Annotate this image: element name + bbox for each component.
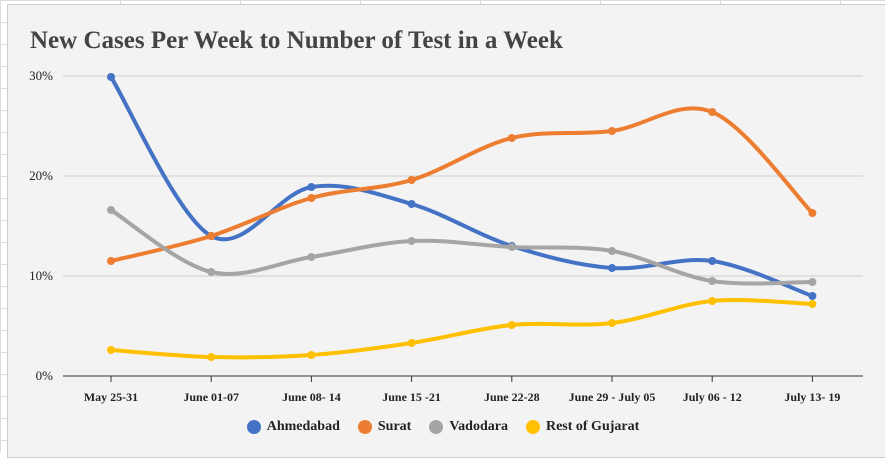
legend-marker-icon xyxy=(429,420,444,434)
legend-item[interactable]: Surat xyxy=(357,419,412,435)
chart-container: New Cases Per Week to Number of Test in … xyxy=(7,4,885,458)
legend-item[interactable]: Vadodara xyxy=(429,419,508,435)
data-point xyxy=(307,253,316,261)
data-point xyxy=(407,339,416,347)
x-tick-label: May 25-31 xyxy=(84,390,138,404)
data-point xyxy=(207,353,216,361)
legend: Ahmedabad Surat Vadodara Rest of Gujarat xyxy=(8,419,878,435)
data-point xyxy=(708,277,717,285)
data-point xyxy=(407,176,416,184)
data-point xyxy=(107,73,115,81)
series-line-vadodara xyxy=(109,208,813,286)
x-tick-label: June 15 -21 xyxy=(382,390,441,404)
data-point xyxy=(808,209,817,217)
data-point xyxy=(608,127,616,135)
y-tick-label: 10% xyxy=(29,268,53,283)
x-tick-label: July 13- 19 xyxy=(784,390,840,404)
legend-label: Surat xyxy=(377,419,412,434)
data-point xyxy=(708,108,717,116)
data-point xyxy=(608,319,616,327)
data-point xyxy=(307,351,316,359)
data-point xyxy=(407,237,416,245)
legend-marker-icon xyxy=(246,420,261,434)
legend-item[interactable]: Rest of Gujarat xyxy=(525,419,640,435)
data-point xyxy=(107,346,115,354)
legend-marker-icon xyxy=(525,420,540,434)
legend-item[interactable]: Ahmedabad xyxy=(246,419,340,435)
chart-title: New Cases Per Week to Number of Test in … xyxy=(30,27,563,54)
data-point xyxy=(507,321,516,329)
legend-label: Vadodara xyxy=(449,419,508,434)
plot-area: 0% 10% 20% 30% May 25-31 June 01-07 June 08- 1… xyxy=(29,68,863,404)
data-point xyxy=(708,297,717,305)
data-point xyxy=(407,200,416,208)
data-point xyxy=(507,134,516,142)
data-point xyxy=(307,194,316,202)
x-tick-label: June 22-28 xyxy=(484,390,540,404)
data-point xyxy=(708,257,717,265)
data-point xyxy=(608,247,616,255)
data-point xyxy=(207,232,216,240)
x-tick-label: June 01-07 xyxy=(183,390,239,404)
legend-label: Rest of Gujarat xyxy=(545,419,640,434)
data-point xyxy=(808,300,817,308)
data-point xyxy=(207,268,216,276)
x-tick-label: June 29 - July 05 xyxy=(569,390,656,404)
data-point xyxy=(808,278,817,286)
legend-label: Ahmedabad xyxy=(266,419,340,434)
data-point xyxy=(608,264,616,272)
data-point xyxy=(107,206,115,214)
y-tick-label: 20% xyxy=(29,168,53,183)
x-tick-label: July 06 - 12 xyxy=(683,390,742,404)
y-tick-label: 30% xyxy=(29,68,53,83)
data-point xyxy=(507,243,516,251)
data-point xyxy=(307,183,316,191)
y-tick-label: 0% xyxy=(36,368,54,383)
x-tick-label: June 08- 14 xyxy=(282,390,341,404)
data-point xyxy=(107,257,115,265)
series-line-rest-of-gujarat xyxy=(110,298,813,360)
legend-marker-icon xyxy=(357,420,372,434)
data-point xyxy=(808,292,817,300)
